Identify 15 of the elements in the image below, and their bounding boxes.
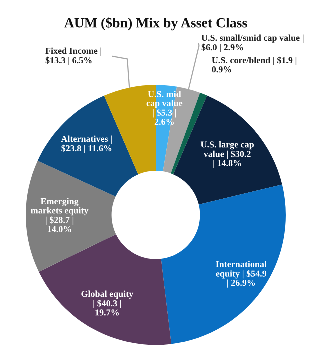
slice-label: Alternatives | $23.8 | 11.6% — [61, 136, 112, 154]
chart-title: AUM ($bn) Mix by Asset Class — [64, 18, 248, 31]
slice-label: U.S. large cap value | $30.2 | 14.8% — [200, 141, 254, 168]
slice-label: U.S. core/blend | $1.9 | 0.9% — [212, 56, 297, 73]
slice-label: Emerging markets equity — [31, 198, 89, 216]
donut-slice — [38, 96, 138, 197]
slice-label: Fixed Income | $13.3 | 6.5% — [46, 48, 102, 66]
slice-label: U.S. small/smid cap value | $6.0 | 2.9% — [202, 34, 304, 52]
data-label: | $40.3 | 19.7% — [94, 300, 122, 316]
slice-label: International equity | $54.9 | 26.9% — [216, 261, 267, 288]
data-label: | $28.7 | 14.0% — [46, 216, 74, 232]
donut-slice — [26, 160, 116, 272]
donut-slice — [39, 234, 172, 346]
donut-slice — [161, 184, 286, 344]
slice-label: Global equity — [82, 290, 134, 299]
